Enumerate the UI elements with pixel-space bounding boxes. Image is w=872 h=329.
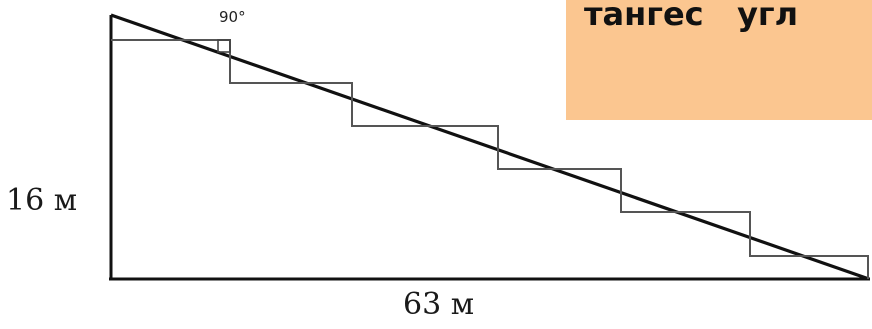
title-banner: тангес угл [566,0,872,120]
title-banner-text: тангес угл [584,0,799,33]
right-angle-marker [217,39,231,53]
base-length-label: 63 м [403,287,475,322]
staircase-outline [111,39,869,279]
height-label: 16 м [6,183,78,218]
right-angle-label: 90° [219,8,246,26]
triangle-hypotenuse [110,13,870,281]
